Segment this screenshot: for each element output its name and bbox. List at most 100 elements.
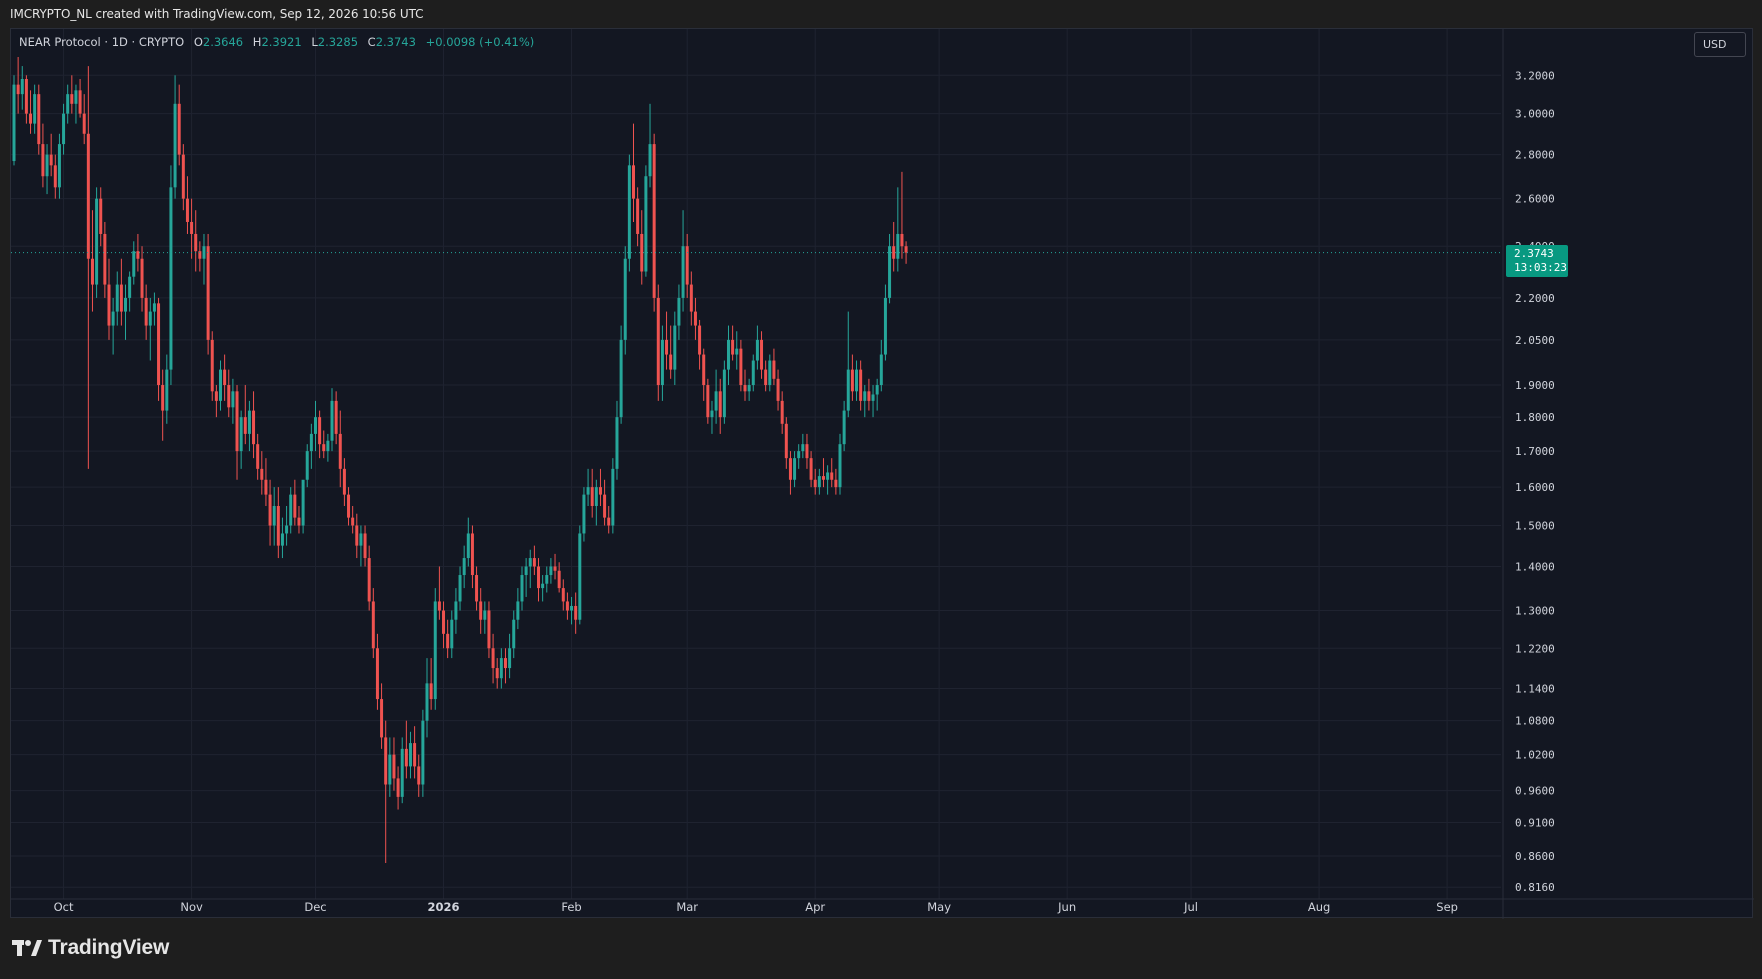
candle [359,525,363,567]
candle-body [888,246,892,298]
y-tick-label: 1.3000 [1515,605,1555,618]
candle [194,210,198,272]
candle-body [78,90,82,114]
candle-body [33,94,37,124]
candle-body [384,737,388,785]
candle [62,103,66,155]
candle [677,284,681,340]
candle-body [421,720,425,785]
candle-body [29,113,33,124]
candle-body [495,668,499,679]
candle [644,165,648,277]
candle [537,558,541,602]
candle [99,187,103,247]
candle [367,545,371,611]
candle-body [900,233,904,247]
candle-body [136,251,140,259]
legend-open-value: 2.3646 [202,35,244,49]
candle [776,369,780,411]
candle [326,433,330,462]
currency-button[interactable]: USD [1694,32,1746,57]
candle [12,75,16,166]
candle [867,378,871,411]
candle-body [223,369,227,386]
candle-body [570,605,574,611]
candle [532,545,536,576]
candle-body [813,479,817,488]
candle-body [235,391,239,452]
candle-body [338,433,342,469]
candle [181,144,185,211]
candle-body [524,566,528,576]
candle-body [809,458,813,480]
candle [553,553,557,580]
candle [388,737,392,797]
candle [429,658,433,710]
candle [751,354,755,392]
y-tick-label: 1.0200 [1515,749,1555,762]
candle [652,133,656,312]
candle-body [41,144,45,177]
candle [735,331,739,370]
candle [70,75,74,114]
candle-body [95,198,99,285]
candle-body [49,154,53,166]
tradingview-logo[interactable]: TradingView [12,936,169,960]
candle-body [177,103,181,155]
candle [90,210,94,312]
candle-body [37,94,41,145]
candle-body [879,354,883,386]
y-tick-label: 2.8000 [1515,149,1555,162]
candle-body [553,566,557,571]
candle [260,451,264,495]
candle-body [830,472,834,480]
y-tick-label: 1.0800 [1515,715,1555,728]
candle [541,575,545,602]
candle [219,360,222,411]
y-tick-label: 1.1400 [1515,683,1555,696]
candle [793,451,797,488]
candle-body [598,487,602,495]
candle [904,241,908,264]
candle [760,331,764,379]
y-tick-label: 1.7000 [1515,445,1555,458]
candle [718,378,722,434]
x-tick-label: Apr [805,900,825,914]
candle-body [875,385,879,395]
candle-body [185,198,189,222]
candle [578,525,582,625]
candle-body [181,154,185,199]
candle-body [272,506,276,526]
candle-body [826,472,830,480]
candle-body [491,648,495,669]
candle [855,360,859,401]
candle [594,479,598,526]
candle-body [371,601,375,649]
candlestick-chart[interactable]: 3.20003.00002.80002.60002.40002.20002.05… [11,29,1754,919]
candle-body [198,251,202,259]
candle [470,525,474,589]
candle-body [780,400,784,424]
candle [875,378,879,411]
candle-body [516,601,520,620]
candle-body [512,619,516,649]
candle-body [301,479,305,526]
x-tick-label: Jun [1057,900,1076,914]
chart-panel[interactable]: 3.20003.00002.80002.60002.40002.20002.05… [10,28,1754,919]
candle-body [565,601,569,611]
legend-high-label: H [252,35,262,49]
candle-body [627,165,631,259]
x-tick-label: Feb [561,900,581,914]
candle-body [838,444,842,488]
tradingview-logo-icon [12,940,42,956]
candle [24,75,28,124]
candle [487,601,491,659]
candle-body [586,487,590,495]
candle-body [607,517,611,526]
candle [863,385,867,418]
candle [136,233,140,272]
candle [177,84,181,166]
candle [210,331,214,401]
legend-close-value: 2.3743 [375,35,416,49]
chart-caption: IMCRYPTO_NL created with TradingView.com… [10,7,424,21]
